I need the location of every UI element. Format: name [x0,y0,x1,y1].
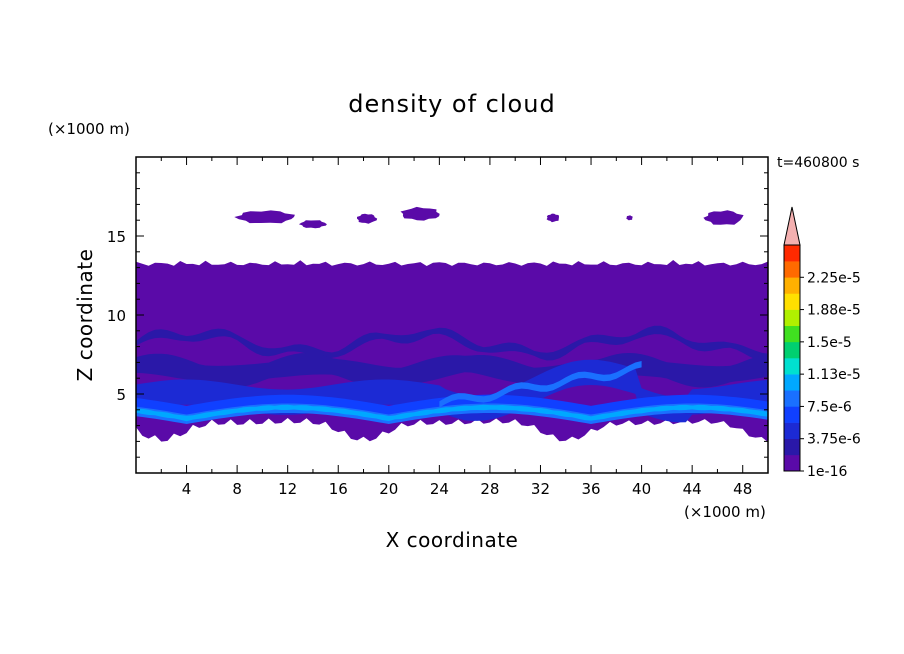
x-axis-label: X coordinate [386,528,519,552]
x-unit-label: (×1000 m) [684,503,766,521]
time-label: t=460800 s [777,155,859,171]
upper-cloud-patch [234,210,295,224]
colorbar-swatch [784,438,800,456]
y-axis-label: Z coordinate [73,249,97,382]
x-tick-label: 44 [683,480,702,498]
colorbar-swatch [784,277,800,294]
upper-cloud-patch [400,206,440,221]
colorbar: 1e-16 3.75e-6 7.5e-6 1.13e-5 1.5e-5 1.88e-5 2.… [783,206,861,480]
colorbar-swatch [784,245,800,262]
colorbar-frame [783,244,801,472]
colorbar-swatch [784,309,800,327]
colorbar-swatch [784,422,800,440]
x-tick-label: 8 [232,480,242,498]
x-tick-label: 12 [278,480,297,498]
colorbar-tick-label: 3.75e-6 [807,432,861,448]
colorbar-tick-label: 1.13e-5 [807,367,861,383]
x-axis-ticks: 4 8 12 16 20 24 28 32 36 40 44 48 [160,157,752,498]
upper-cloud-patch [703,210,744,225]
y-tick-label: 10 [107,307,126,325]
rising-streak [439,361,642,408]
colorbar-tick-label: 2.25e-5 [807,270,861,286]
x-tick-label: 20 [379,480,398,498]
upper-cloud-patch [626,215,633,221]
colorbar-swatch [784,261,800,278]
colorbar-swatch [784,341,800,359]
upper-cloud-patch [298,220,327,229]
colorbar-swatch [784,390,800,407]
colorbar-swatch [784,454,800,472]
streak-band [136,325,768,362]
upper-cloud-patch [357,213,378,224]
colorbar-tick-label: 1e-16 [807,464,847,480]
contour-field [136,206,768,443]
lower-band-4 [136,404,768,422]
x-tick-label: 4 [182,480,192,498]
x-tick-label: 48 [733,480,752,498]
x-tick-label: 36 [581,480,600,498]
colorbar-extend-arrow [783,206,801,246]
colorbar-swatch [784,374,800,391]
colorbar-swatch [784,406,800,423]
x-tick-label: 28 [480,480,499,498]
x-tick-label: 40 [632,480,651,498]
chart-title: density of cloud [348,90,555,118]
mid-band [136,353,768,388]
colorbar-swatch [784,358,800,375]
colorbar-swatch [784,293,800,310]
colorbar-swatch [784,325,800,343]
colorbar-tick-label: 1.88e-5 [807,303,861,319]
x-tick-label: 32 [531,480,550,498]
z-unit-label: (×1000 m) [48,120,130,138]
y-tick-label: 5 [116,386,126,404]
colorbar-tick-label: 1.5e-5 [807,335,852,351]
y-axis-ticks: 5 10 15 [107,172,768,458]
x-tick-label: 24 [430,480,449,498]
colorbar-tick-label: 7.5e-6 [807,399,852,415]
y-tick-label: 15 [107,228,126,246]
upper-cloud-patch [546,213,559,223]
x-tick-label: 16 [329,480,348,498]
